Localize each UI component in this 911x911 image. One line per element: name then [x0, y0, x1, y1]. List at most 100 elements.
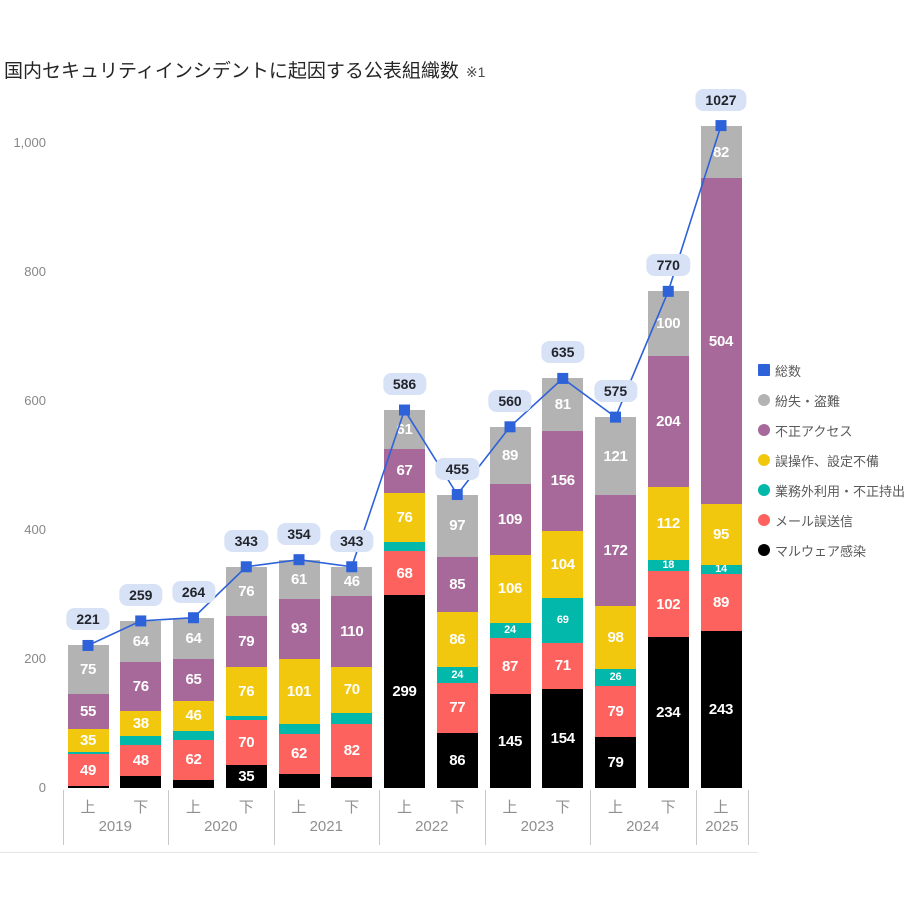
bar-segment[interactable]: 69	[542, 598, 584, 643]
bar-segment[interactable]: 85	[436, 557, 478, 612]
bar-segment[interactable]: 109	[489, 484, 531, 555]
bar-segment[interactable]: 95	[700, 503, 742, 565]
bar-segment[interactable]: 79	[225, 615, 267, 667]
bar-segment[interactable]: 104	[542, 531, 584, 599]
bar-segment-value: 26	[609, 671, 622, 684]
bar-segment[interactable]: 70	[225, 720, 267, 766]
bar-segment[interactable]: 38	[120, 711, 162, 736]
bar-segment[interactable]: 204	[647, 355, 689, 488]
bar-segment[interactable]: 70	[331, 667, 373, 713]
bar-segment[interactable]: 89	[700, 573, 742, 632]
bar-segment[interactable]: 101	[278, 659, 320, 725]
bar-segment[interactable]: 243	[700, 631, 742, 788]
bar-segment[interactable]: 121	[595, 417, 636, 496]
bar-segment[interactable]: 154	[542, 688, 584, 788]
bar-segment[interactable]: 76	[225, 666, 267, 716]
bar-segment[interactable]: 26	[595, 669, 636, 687]
bar-segment[interactable]: 299	[384, 595, 425, 788]
bar-segment[interactable]: 93	[278, 599, 320, 659]
bar-segment[interactable]	[67, 751, 109, 755]
total-marker[interactable]	[610, 411, 621, 423]
bar-segment[interactable]: 87	[489, 638, 531, 695]
bar-segment[interactable]: 145	[489, 694, 531, 788]
total-marker[interactable]	[135, 615, 147, 627]
bar-segment[interactable]	[120, 735, 162, 746]
bar-segment[interactable]: 102	[647, 571, 689, 638]
bar-segment[interactable]: 86	[436, 611, 478, 668]
bar-segment[interactable]: 156	[542, 430, 584, 532]
bar-segment[interactable]: 71	[542, 642, 584, 689]
bar-segment[interactable]: 48	[120, 745, 162, 777]
bar-segment[interactable]: 110	[331, 596, 373, 668]
bar-segment[interactable]: 79	[595, 686, 636, 738]
total-value-label: 560	[488, 389, 532, 412]
total-marker[interactable]	[451, 489, 463, 501]
bar-segment[interactable]: 68	[384, 551, 425, 596]
x-axis-half-label: 下	[344, 799, 360, 816]
bar-segment[interactable]: 64	[173, 617, 214, 659]
bar-segment[interactable]: 77	[436, 682, 478, 733]
bar-segment[interactable]: 67	[384, 449, 425, 493]
bar-segment[interactable]	[67, 786, 109, 788]
bar-segment[interactable]: 18	[647, 559, 689, 572]
total-marker[interactable]	[557, 372, 569, 384]
bar-segment[interactable]: 86	[436, 732, 478, 788]
bar-segment-value: 106	[497, 580, 523, 598]
bar-segment[interactable]: 65	[173, 659, 214, 701]
bar-segment[interactable]: 112	[647, 487, 689, 560]
bar-segment[interactable]: 49	[67, 754, 109, 787]
bar-segment[interactable]	[384, 541, 425, 552]
total-marker[interactable]	[662, 285, 674, 297]
bar-segment[interactable]: 24	[436, 667, 478, 683]
bar-segment[interactable]	[225, 715, 267, 721]
bar-segment[interactable]: 55	[67, 693, 109, 730]
bar-segment[interactable]: 98	[595, 606, 636, 670]
legend-item[interactable]: 総数	[758, 362, 801, 379]
bar-segment[interactable]	[278, 724, 320, 734]
bar-segment[interactable]: 61	[384, 410, 425, 450]
bar-segment[interactable]: 97	[436, 494, 478, 558]
bar-segment[interactable]: 504	[700, 178, 742, 504]
total-marker[interactable]	[399, 404, 410, 416]
legend-item[interactable]: 誤操作、設定不備	[758, 452, 879, 469]
bar-segment[interactable]: 35	[225, 765, 267, 788]
bar-segment[interactable]: 76	[225, 566, 267, 616]
bar-segment[interactable]	[120, 776, 162, 788]
x-axis-group-separator	[273, 790, 275, 845]
bar-segment[interactable]: 76	[384, 492, 425, 542]
bar-segment[interactable]: 61	[278, 559, 320, 599]
x-axis-half-label: 上	[185, 799, 202, 816]
bar-segment[interactable]: 14	[700, 563, 742, 574]
total-marker[interactable]	[346, 561, 358, 573]
bar-segment[interactable]: 24	[489, 622, 531, 639]
total-marker[interactable]	[82, 639, 94, 651]
bar-segment[interactable]: 76	[120, 662, 162, 712]
bar-segment[interactable]	[173, 779, 214, 788]
bar-segment[interactable]: 234	[647, 637, 689, 788]
bar-segment[interactable]: 106	[489, 554, 531, 623]
legend-item[interactable]: マルウェア感染	[758, 542, 866, 559]
bar-segment[interactable]	[331, 712, 373, 725]
legend-item[interactable]: 業務外利用・不正持出	[758, 482, 905, 499]
total-marker[interactable]	[240, 561, 252, 573]
bar-segment[interactable]: 75	[67, 645, 109, 694]
legend-item[interactable]: 不正アクセス	[758, 422, 852, 439]
legend-item[interactable]: メール誤送信	[758, 512, 853, 529]
bar-segment[interactable]	[173, 730, 214, 740]
bar-segment[interactable]: 81	[542, 378, 584, 431]
total-marker[interactable]	[504, 421, 516, 433]
bar-segment[interactable]: 62	[278, 733, 320, 774]
bar-segment[interactable]	[278, 773, 320, 788]
bar-segment[interactable]: 62	[173, 739, 214, 780]
bar-segment[interactable]	[331, 777, 373, 788]
total-marker[interactable]	[188, 612, 199, 624]
bar-segment[interactable]: 79	[595, 737, 636, 788]
bar-segment[interactable]: 35	[67, 729, 109, 752]
total-marker[interactable]	[293, 554, 305, 566]
legend-item[interactable]: 紛失・盗難	[758, 392, 840, 409]
bar-segment[interactable]: 82	[331, 724, 373, 778]
total-marker[interactable]	[715, 120, 727, 132]
bar-segment[interactable]: 89	[489, 426, 531, 485]
bar-segment[interactable]: 172	[595, 495, 636, 607]
bar-segment[interactable]: 46	[173, 700, 214, 731]
